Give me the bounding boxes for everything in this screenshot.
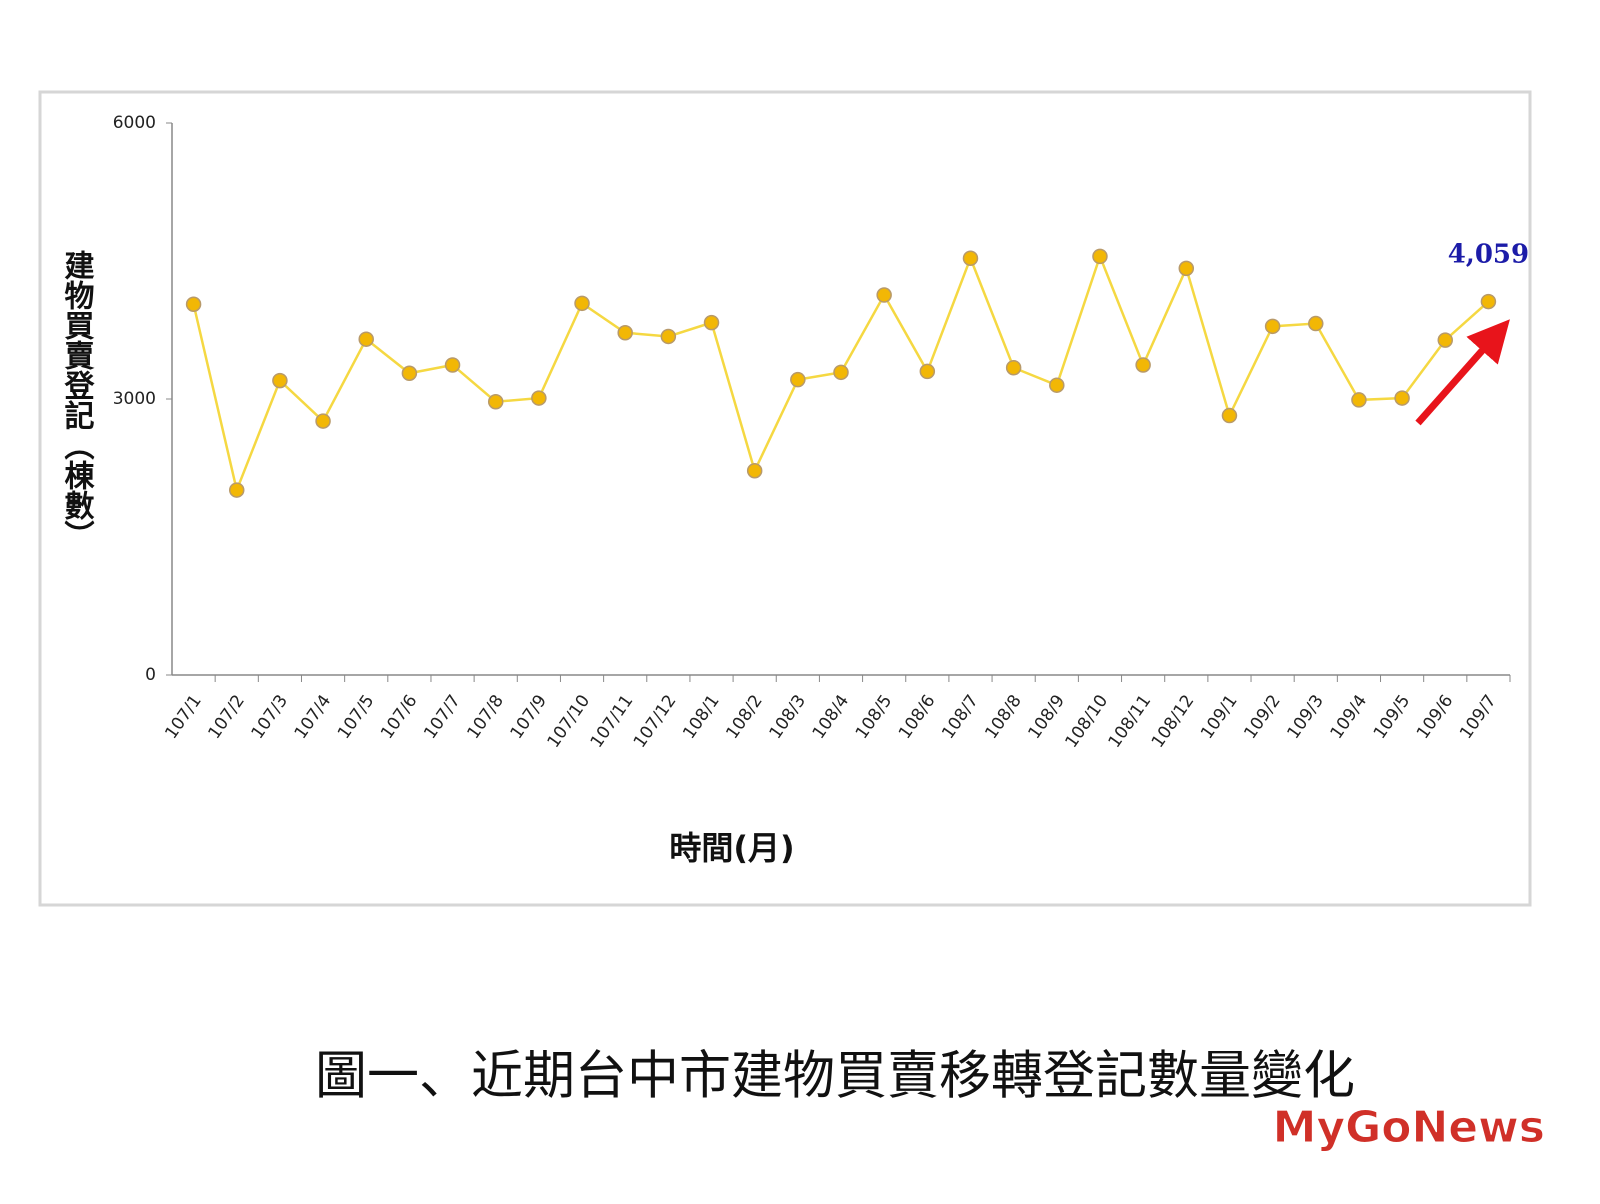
y-tick-label: 6000 (113, 113, 156, 133)
watermark: MyGoNews (1273, 1102, 1545, 1153)
data-point (1308, 315, 1324, 332)
data-point (185, 296, 202, 312)
data-point (401, 365, 418, 381)
x-axis-label: 時間(月) (669, 829, 794, 867)
data-point (1178, 260, 1195, 277)
data-point (574, 295, 590, 312)
data-point (1264, 318, 1281, 335)
data-point (1135, 357, 1151, 373)
data-point (1351, 392, 1367, 408)
y-tick-label: 0 (145, 665, 156, 685)
data-point (919, 363, 936, 380)
data-point (1221, 407, 1238, 424)
data-point (487, 394, 504, 410)
data-point (1480, 293, 1497, 310)
data-point (1049, 377, 1065, 393)
caption: 圖一、近期台中市建物買賣移轉登記數量變化 (315, 1047, 1355, 1107)
data-point (315, 413, 331, 429)
chart-frame (38, 90, 1532, 907)
data-point (1005, 359, 1022, 376)
data-point (617, 325, 633, 341)
data-point (1394, 390, 1410, 406)
data-point (790, 371, 806, 388)
y-tick-label: 3000 (113, 389, 156, 409)
data-point (272, 372, 288, 389)
trend-arrow (1415, 319, 1510, 426)
data-point (531, 390, 547, 406)
data-point (358, 331, 374, 347)
data-point (444, 357, 461, 373)
data-label: 4,059 (1448, 240, 1529, 270)
y-axis-label: 建物買賣登記（棟數） (59, 250, 96, 550)
data-point (962, 250, 979, 266)
data-point (660, 328, 677, 345)
data-point (1437, 332, 1454, 348)
data-point (1092, 248, 1108, 265)
data-point (876, 287, 892, 303)
data-point (833, 364, 849, 381)
data-point (228, 482, 245, 498)
data-point (746, 463, 763, 479)
data-point (703, 314, 720, 331)
